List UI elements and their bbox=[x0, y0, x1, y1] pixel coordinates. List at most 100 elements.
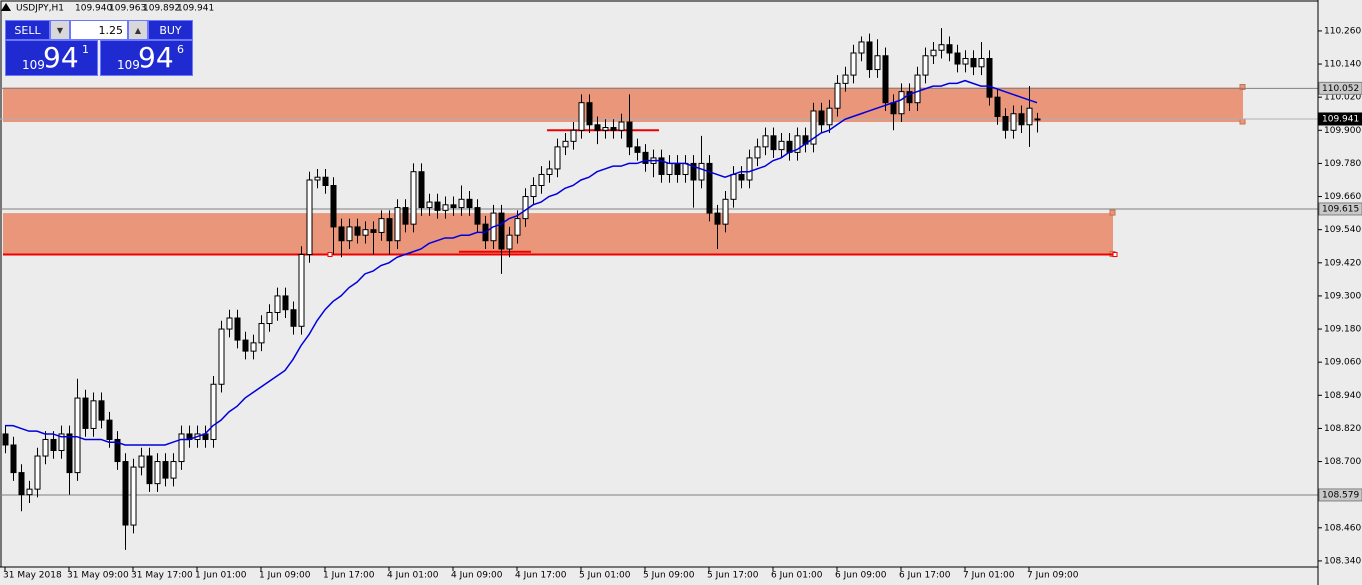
y-tick-label: 110.140 bbox=[1324, 60, 1361, 70]
ask-price[interactable]: 109 94 6 bbox=[100, 40, 193, 76]
bid-price[interactable]: 109 94 1 bbox=[5, 40, 98, 76]
candle-body bbox=[530, 185, 537, 198]
x-tick-label: 31 May 09:00 bbox=[67, 571, 129, 581]
candle-body bbox=[818, 110, 825, 126]
y-tick-label: 109.780 bbox=[1324, 159, 1361, 169]
candle-body bbox=[770, 135, 777, 151]
x-tick-label: 4 Jun 01:00 bbox=[387, 571, 439, 581]
candle-body bbox=[602, 127, 609, 131]
candle-body bbox=[114, 438, 121, 463]
zone bbox=[3, 213, 1113, 255]
x-tick-label: 4 Jun 17:00 bbox=[515, 571, 567, 581]
y-tick-label: 109.060 bbox=[1324, 358, 1361, 368]
candle-body bbox=[714, 212, 721, 225]
candle-body bbox=[522, 196, 529, 220]
candle-body bbox=[1018, 113, 1025, 126]
x-tick-label: 31 May 17:00 bbox=[131, 571, 193, 581]
candle-body bbox=[1026, 107, 1033, 126]
lot-input[interactable]: 1.25 bbox=[70, 20, 128, 40]
candle-body bbox=[786, 140, 793, 153]
candle-body bbox=[418, 171, 425, 209]
candle-body bbox=[314, 176, 321, 181]
moving-average bbox=[5, 79, 1038, 446]
sell-button[interactable]: SELL bbox=[5, 20, 50, 40]
candle-body bbox=[282, 295, 289, 311]
candle-body bbox=[434, 201, 441, 211]
y-tick-label: 108.940 bbox=[1324, 391, 1361, 401]
candle-body bbox=[2, 433, 9, 446]
candle-body bbox=[882, 55, 889, 104]
candle-body bbox=[34, 455, 41, 490]
symbol: USDJPY,H1 bbox=[16, 4, 64, 14]
candle-body bbox=[1010, 113, 1017, 131]
bid-point: 1 bbox=[82, 43, 89, 56]
candle-body bbox=[578, 102, 585, 131]
price-level-label: 110.052 bbox=[1322, 84, 1359, 94]
candle-body bbox=[234, 317, 241, 341]
buy-button[interactable]: BUY bbox=[148, 20, 193, 40]
candle-body bbox=[546, 168, 553, 175]
price-level-label: 109.941 bbox=[1322, 114, 1359, 124]
candle-body bbox=[682, 162, 689, 175]
y-tick-label: 109.300 bbox=[1324, 291, 1361, 301]
candle-body bbox=[626, 121, 633, 148]
candle-body bbox=[506, 234, 513, 250]
candle-body bbox=[866, 41, 873, 71]
candle-body bbox=[258, 323, 265, 344]
candle-body bbox=[706, 162, 713, 214]
candle-body bbox=[10, 444, 17, 474]
candle-body bbox=[394, 207, 401, 242]
x-tick-label: 6 Jun 09:00 bbox=[835, 571, 887, 581]
candle-body bbox=[330, 185, 337, 228]
candle-body bbox=[154, 461, 161, 485]
candle-body bbox=[274, 295, 281, 313]
candle-body bbox=[746, 157, 753, 181]
candle-body bbox=[514, 218, 521, 236]
candle-body bbox=[42, 438, 49, 457]
candle-body bbox=[754, 146, 761, 159]
candle-body bbox=[218, 328, 225, 385]
candle-body bbox=[58, 433, 65, 452]
price-level-label: 108.579 bbox=[1322, 490, 1359, 500]
y-tick-label: 109.660 bbox=[1324, 192, 1361, 202]
lot-down[interactable]: ▼ bbox=[50, 20, 70, 40]
candle-body bbox=[642, 151, 649, 164]
candle-body bbox=[962, 58, 969, 65]
candle-body bbox=[138, 455, 145, 468]
candle-body bbox=[426, 201, 433, 209]
y-tick-label: 110.020 bbox=[1324, 93, 1361, 103]
candle-body bbox=[122, 461, 129, 526]
candle-body bbox=[970, 58, 977, 68]
candle-body bbox=[562, 140, 569, 148]
zone-handle bbox=[1239, 118, 1246, 125]
candle-body bbox=[82, 397, 89, 429]
candle-body bbox=[674, 162, 681, 175]
candle-body bbox=[90, 400, 97, 429]
candle-body bbox=[538, 173, 545, 187]
candle-body bbox=[402, 207, 409, 225]
ask-point: 6 bbox=[177, 43, 184, 56]
candle-body bbox=[914, 74, 921, 104]
lot-up[interactable]: ▲ bbox=[128, 20, 148, 40]
candle-body bbox=[722, 198, 729, 225]
candle-body bbox=[906, 91, 913, 104]
symbol-arrow bbox=[1, 3, 11, 11]
candle-body bbox=[794, 135, 801, 153]
candle-body bbox=[322, 176, 329, 187]
candle-body bbox=[386, 218, 393, 242]
candle-body bbox=[930, 49, 937, 57]
candle-body bbox=[354, 226, 361, 236]
x-tick-label: 6 Jun 01:00 bbox=[771, 571, 823, 581]
candle-body bbox=[50, 438, 57, 452]
header-high: 109.963 bbox=[109, 4, 146, 14]
candle-body bbox=[370, 229, 377, 233]
candle-body bbox=[26, 488, 33, 496]
y-tick-label: 109.180 bbox=[1324, 325, 1361, 335]
candle-body bbox=[74, 397, 81, 474]
candle-body bbox=[954, 52, 961, 65]
candle-body bbox=[378, 218, 385, 233]
candle-body bbox=[450, 204, 457, 209]
x-tick-label: 1 Jun 17:00 bbox=[323, 571, 375, 581]
